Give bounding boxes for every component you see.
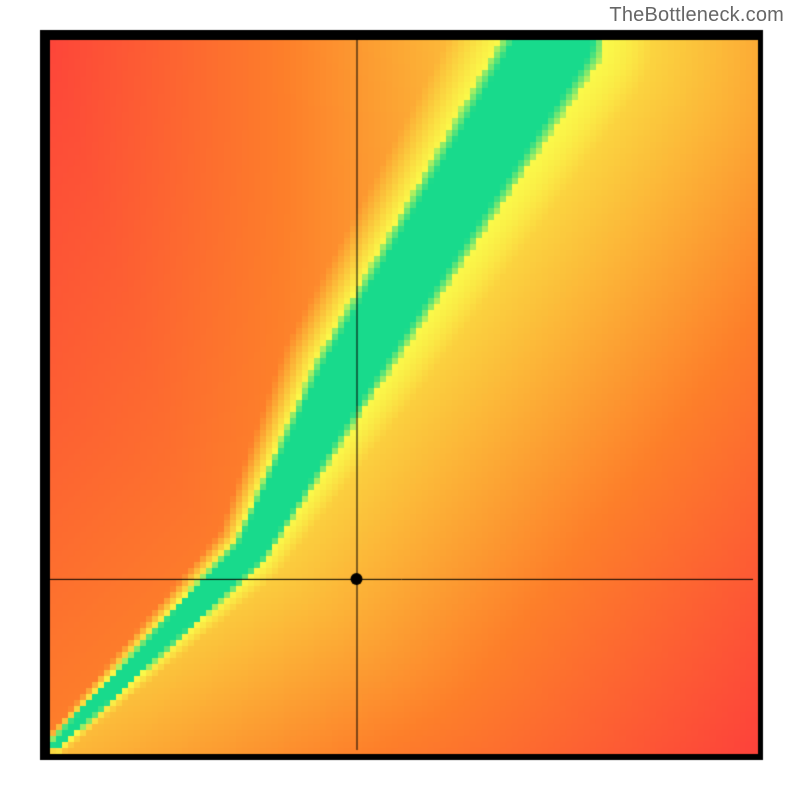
bottleneck-heatmap (0, 0, 800, 800)
chart-container: TheBottleneck.com (0, 0, 800, 800)
watermark-text: TheBottleneck.com (609, 4, 784, 27)
